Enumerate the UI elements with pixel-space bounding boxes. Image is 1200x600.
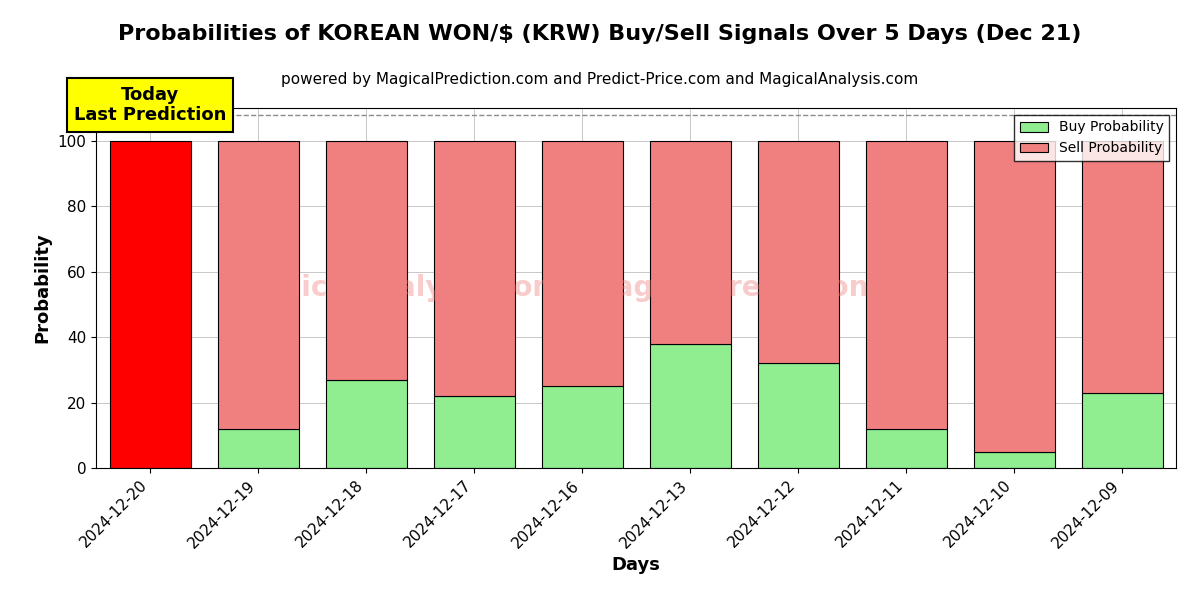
Bar: [649, 141, 731, 344]
Text: Today
Last Prediction: Today Last Prediction: [74, 86, 226, 124]
Bar: [541, 141, 623, 386]
Text: powered by MagicalPrediction.com and Predict-Price.com and MagicalAnalysis.com: powered by MagicalPrediction.com and Pre…: [281, 72, 919, 87]
Bar: [109, 141, 191, 468]
Bar: [865, 429, 947, 468]
Bar: [541, 386, 623, 468]
Bar: [649, 344, 731, 468]
Bar: [757, 141, 839, 363]
Bar: [325, 380, 407, 468]
Bar: [1081, 141, 1163, 393]
Bar: [217, 141, 299, 429]
X-axis label: Days: Days: [612, 556, 660, 574]
Bar: [1081, 393, 1163, 468]
Bar: [757, 363, 839, 468]
Bar: [433, 141, 515, 396]
Y-axis label: Probability: Probability: [34, 233, 52, 343]
Bar: [973, 141, 1055, 452]
Legend: Buy Probability, Sell Probability: Buy Probability, Sell Probability: [1014, 115, 1169, 161]
Bar: [865, 141, 947, 429]
Text: Probabilities of KOREAN WON/$ (KRW) Buy/Sell Signals Over 5 Days (Dec 21): Probabilities of KOREAN WON/$ (KRW) Buy/…: [119, 24, 1081, 44]
Text: MagicalAnalysis.com: MagicalAnalysis.com: [235, 274, 562, 302]
Bar: [325, 141, 407, 380]
Bar: [217, 429, 299, 468]
Bar: [973, 452, 1055, 468]
Bar: [433, 396, 515, 468]
Text: MagicalPrediction.com: MagicalPrediction.com: [587, 274, 944, 302]
